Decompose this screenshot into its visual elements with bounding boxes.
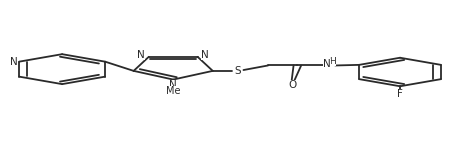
Text: F: F xyxy=(397,89,403,99)
Text: N: N xyxy=(201,50,209,60)
Text: N: N xyxy=(9,57,18,67)
Text: H: H xyxy=(329,57,336,66)
Text: N: N xyxy=(323,59,330,69)
Text: S: S xyxy=(234,66,241,76)
Text: O: O xyxy=(289,80,297,90)
Text: N: N xyxy=(169,80,177,90)
Text: Me: Me xyxy=(166,86,181,96)
Text: N: N xyxy=(137,50,145,60)
